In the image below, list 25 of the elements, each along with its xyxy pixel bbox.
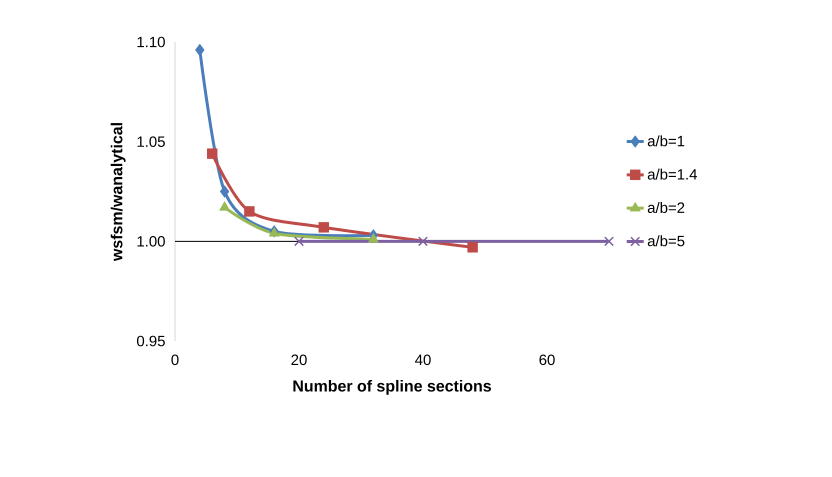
x-tick-label: 0 (171, 354, 179, 366)
point (195, 44, 205, 56)
point (294, 236, 304, 246)
y-tick-label: 1.10 (138, 36, 165, 48)
point (318, 222, 330, 233)
legend-label: a/b=2 (648, 202, 684, 213)
point (418, 236, 428, 246)
point (244, 206, 255, 217)
point (467, 242, 478, 253)
x-tick-label: 40 (415, 354, 431, 366)
x-tick-label: 20 (291, 354, 307, 366)
legend-label: a/b=5 (648, 235, 684, 246)
y-tick-label: 1.05 (138, 136, 165, 147)
point (604, 236, 614, 246)
y-tick-label: 1.00 (138, 236, 165, 247)
legend-label: a/b=1.4 (648, 168, 698, 180)
point (206, 148, 218, 159)
point (368, 233, 379, 243)
legend-label: a/b=1 (648, 135, 684, 146)
point (219, 201, 230, 211)
point (220, 185, 230, 198)
y-axis-title: wsfsm/wanalytical (110, 123, 126, 262)
x-tick-label: 60 (539, 354, 555, 366)
x-axis-title: Number of spline sections (293, 380, 491, 395)
y-tick-label: 0.95 (136, 336, 165, 346)
